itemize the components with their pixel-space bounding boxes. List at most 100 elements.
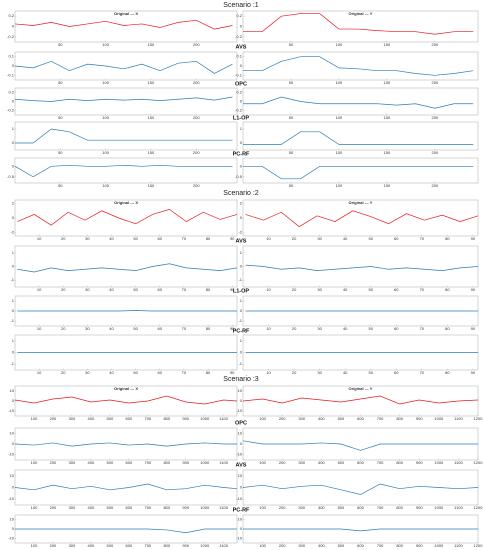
y-tick-label: 2 bbox=[12, 201, 15, 206]
y-tick-label: 10 bbox=[10, 388, 15, 393]
x-tick-label: 90 bbox=[230, 287, 235, 292]
x-tick-label: 900 bbox=[416, 416, 423, 421]
x-tick-label: 80 bbox=[206, 326, 211, 331]
plot-area bbox=[14, 121, 238, 151]
y-tick-label: -10 bbox=[236, 408, 243, 413]
y-tick-label: -1 bbox=[238, 318, 242, 323]
y-tick-label: -0.5 bbox=[7, 174, 15, 179]
y-tick-label: -1 bbox=[10, 361, 14, 366]
chart-title: Original --- X bbox=[114, 386, 138, 391]
x-tick-label: 40 bbox=[343, 236, 348, 241]
y-tick-label: 0 bbox=[240, 398, 243, 403]
x-tick-label: 100 bbox=[102, 80, 109, 85]
y-tick-label: 1 bbox=[240, 250, 243, 255]
x-tick-label: 900 bbox=[182, 505, 189, 510]
x-tick-label: 500 bbox=[338, 543, 345, 548]
y-tick-label: -10 bbox=[8, 408, 15, 413]
x-tick-label: 20 bbox=[292, 370, 297, 375]
x-tick-label: 40 bbox=[109, 236, 114, 241]
x-tick-label: 400 bbox=[318, 416, 325, 421]
x-tick-label: 1200 bbox=[474, 543, 483, 548]
x-tick-label: 20 bbox=[61, 236, 66, 241]
x-tick-label: 1000 bbox=[434, 416, 444, 421]
plot-area bbox=[242, 245, 479, 288]
x-tick-label: 700 bbox=[144, 416, 151, 421]
x-tick-label: 1200 bbox=[474, 505, 483, 510]
y-tick-label: 0 bbox=[12, 485, 15, 490]
y-tick-label: 0 bbox=[240, 350, 243, 355]
x-tick-label: 800 bbox=[396, 543, 403, 548]
line-series bbox=[242, 395, 479, 405]
y-tick-label: 0 bbox=[240, 24, 243, 29]
line-series bbox=[243, 56, 474, 76]
x-tick-label: 600 bbox=[357, 505, 364, 510]
x-tick-label: 80 bbox=[206, 236, 211, 241]
x-tick-label: 100 bbox=[31, 416, 38, 421]
x-tick-label: 80 bbox=[445, 287, 450, 292]
x-tick-label: 1000 bbox=[200, 460, 210, 465]
x-tick-label: 300 bbox=[298, 543, 305, 548]
x-tick-label: 1000 bbox=[434, 505, 444, 510]
y-tick-label: 0 bbox=[240, 264, 243, 269]
x-tick-label: 500 bbox=[107, 543, 114, 548]
row-label: AVS bbox=[236, 44, 247, 50]
y-tick-label: 10 bbox=[238, 388, 243, 393]
x-tick-label: 1200 bbox=[474, 460, 483, 465]
x-tick-label: 200 bbox=[279, 543, 286, 548]
x-tick-label: 150 bbox=[384, 42, 391, 47]
y-tick-label: -0.2 bbox=[7, 108, 15, 113]
y-tick-label: 1 bbox=[12, 126, 15, 131]
y-tick-label: -10 bbox=[8, 496, 15, 501]
y-tick-label: 0 bbox=[240, 526, 243, 531]
row-label: AVS bbox=[236, 462, 247, 468]
x-tick-label: 50 bbox=[368, 236, 373, 241]
x-tick-label: 40 bbox=[343, 287, 348, 292]
plot-area bbox=[14, 245, 238, 288]
x-tick-label: 20 bbox=[61, 287, 66, 292]
x-tick-label: 1000 bbox=[200, 505, 210, 510]
x-tick-label: 400 bbox=[88, 505, 95, 510]
x-tick-label: 200 bbox=[50, 505, 57, 510]
x-tick-label: 100 bbox=[259, 416, 266, 421]
x-tick-label: 1000 bbox=[200, 543, 210, 548]
chart-title: Original --- Y bbox=[349, 386, 373, 391]
x-tick-label: 300 bbox=[69, 416, 76, 421]
plot-area bbox=[242, 87, 479, 116]
y-tick-label: 0 bbox=[12, 163, 15, 168]
y-tick-label: -0.1 bbox=[235, 72, 243, 77]
line-series bbox=[243, 165, 474, 180]
x-tick-label: 1100 bbox=[219, 543, 228, 548]
plot-area bbox=[242, 157, 479, 184]
chart-title: Original --- X bbox=[114, 11, 138, 16]
y-tick-label: -1 bbox=[238, 277, 242, 282]
x-tick-label: 800 bbox=[163, 460, 170, 465]
x-tick-label: 150 bbox=[384, 183, 391, 188]
x-tick-label: 100 bbox=[31, 460, 38, 465]
x-tick-label: 300 bbox=[298, 416, 305, 421]
x-tick-label: 70 bbox=[420, 370, 425, 375]
y-tick-label: 1 bbox=[240, 298, 243, 303]
line-series bbox=[245, 264, 479, 271]
y-tick-label: -0.2 bbox=[235, 34, 243, 39]
x-tick-label: 150 bbox=[148, 42, 155, 47]
y-tick-label: -1 bbox=[238, 361, 242, 366]
y-tick-label: 2 bbox=[240, 201, 243, 206]
x-tick-label: 50 bbox=[368, 287, 373, 292]
x-tick-label: 1100 bbox=[454, 505, 463, 510]
chart-title: Original --- Y bbox=[349, 11, 373, 16]
x-tick-label: 70 bbox=[420, 236, 425, 241]
y-tick-label: -0.1 bbox=[7, 72, 15, 77]
line-series bbox=[14, 483, 238, 491]
x-tick-label: 10 bbox=[37, 326, 42, 331]
x-tick-label: 200 bbox=[431, 183, 438, 188]
x-tick-label: 200 bbox=[279, 505, 286, 510]
x-tick-label: 90 bbox=[230, 326, 235, 331]
plot-area bbox=[14, 199, 238, 237]
x-tick-label: 100 bbox=[336, 115, 343, 120]
x-tick-label: 60 bbox=[394, 370, 399, 375]
y-tick-label: 0 bbox=[240, 63, 243, 68]
y-tick-label: 1 bbox=[240, 126, 243, 131]
x-tick-label: 100 bbox=[336, 150, 343, 155]
y-tick-label: 0 bbox=[240, 99, 243, 104]
x-tick-label: 200 bbox=[279, 460, 286, 465]
